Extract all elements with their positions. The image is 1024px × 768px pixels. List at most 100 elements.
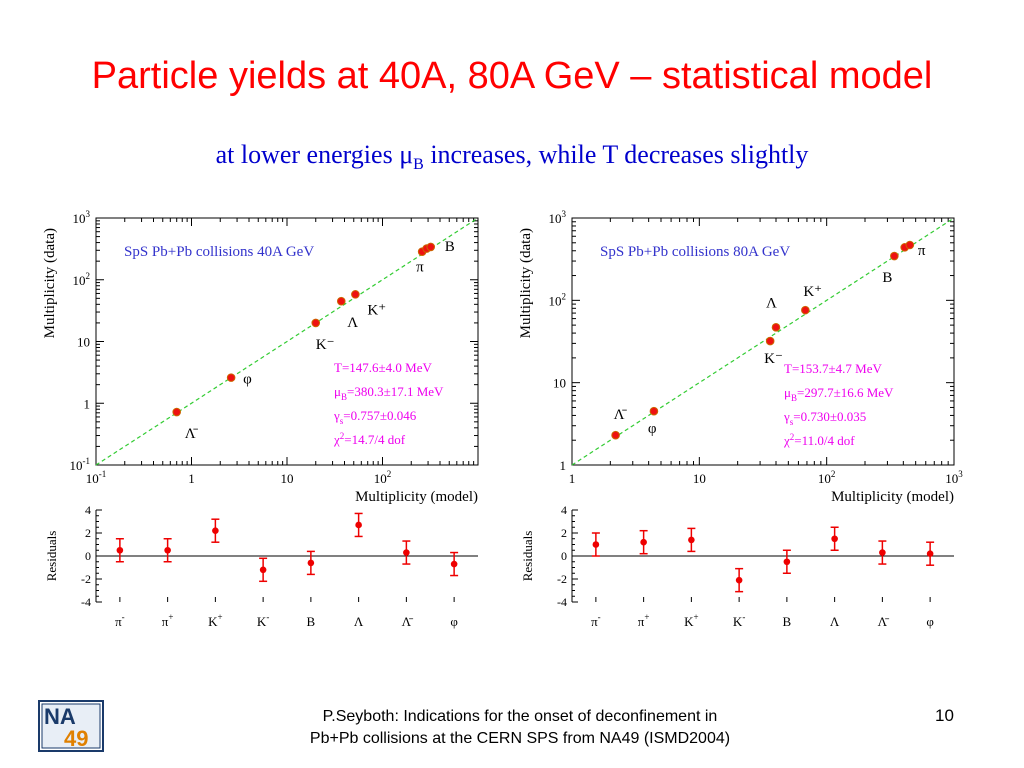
fit-result: T=147.6±4.0 MeV (334, 360, 432, 375)
y-tick-label: 10 (553, 376, 566, 391)
data-point (351, 290, 360, 299)
data-point (336, 296, 346, 306)
particle-label: B (445, 239, 455, 255)
residual-category-label: Λ (354, 614, 364, 629)
y-tick-label: 103 (549, 209, 567, 226)
plot-frame (571, 217, 955, 466)
particle-label: K⁺ (803, 284, 822, 300)
fit-result: μB=297.7±16.6 MeV (784, 385, 894, 403)
residual-y-tick-label: 2 (85, 526, 91, 540)
residual-category-label: π- (591, 612, 601, 629)
subtitle-text-post: increases, while T decreases slightly (423, 140, 809, 169)
x-tick-label: 102 (818, 469, 836, 486)
reference-line (95, 217, 479, 466)
fit-result: χ2=14.7/4 dof (333, 431, 406, 447)
x-axis-label: Multiplicity (model) (831, 489, 954, 505)
residual-category-label: φ (450, 614, 458, 629)
fit-result: μB=380.3±17.1 MeV (334, 384, 444, 402)
footer-citation: P.Seyboth: Indications for the onset of … (220, 706, 820, 750)
residual-category-label: Λ (830, 614, 840, 629)
particle-label: φ (243, 372, 252, 388)
particle-label: Λ (766, 295, 777, 311)
footer-line-1: P.Seyboth: Indications for the onset of … (322, 708, 718, 725)
x-axis-label: Multiplicity (model) (355, 489, 478, 505)
x-tick-label: 103 (945, 469, 963, 486)
residual-point (831, 535, 838, 543)
data-point (801, 305, 810, 315)
residual-y-tick-label: -2 (81, 572, 91, 586)
residual-category-label: B (783, 614, 792, 629)
particle-label: Λ (347, 315, 358, 331)
particle-label: π (416, 260, 424, 276)
particle-label: K⁺ (367, 302, 386, 318)
reference-line (571, 217, 955, 466)
slide-subtitle: at lower energies μB increases, while T … (0, 140, 1024, 174)
fit-result: γs=0.757±0.046 (333, 408, 417, 426)
residual-y-tick-label: 2 (561, 526, 567, 540)
residual-point (735, 576, 743, 584)
residual-point (879, 549, 886, 556)
data-point (649, 406, 659, 416)
particle-label: Λ̄ (614, 407, 628, 423)
residual-y-tick-label: -2 (557, 572, 567, 586)
data-point (765, 336, 775, 346)
residual-point (355, 521, 362, 529)
residual-point (164, 546, 171, 554)
residual-y-tick-label: 0 (561, 549, 567, 563)
residual-point (116, 546, 124, 554)
footer-line-2: Pb+Pb collisions at the CERN SPS from NA… (309, 730, 731, 747)
data-point (226, 373, 236, 382)
y-axis-label: Multiplicity (data) (42, 228, 58, 338)
residual-point (592, 541, 600, 548)
residual-category-label: B (307, 614, 316, 629)
residual-point (403, 549, 410, 556)
residual-y-label: Residuals (520, 531, 535, 582)
residual-category-label: π+ (162, 612, 174, 629)
particle-label: B (882, 270, 892, 286)
residual-category-label: φ (926, 614, 934, 629)
residual-y-tick-label: 4 (561, 503, 567, 517)
slide-title: Particle yields at 40A, 80A GeV – statis… (91, 55, 933, 97)
data-point (311, 318, 321, 328)
x-tick-label: 1 (188, 471, 195, 486)
plot-title: SpS Pb+Pb collisions 80A GeV (600, 244, 790, 260)
logo-text-49: 49 (64, 726, 88, 751)
y-tick-label: 102 (549, 291, 567, 308)
residual-category-label: K+ (208, 612, 222, 629)
residual-y-tick-label: -4 (81, 595, 91, 609)
particle-label: K⁻ (316, 337, 335, 353)
residual-y-label: Residuals (44, 531, 59, 582)
particle-label: Λ̄ (185, 426, 199, 442)
y-tick-label: 102 (73, 271, 91, 288)
particle-label: φ (648, 421, 657, 437)
fit-result: γs=0.730±0.035 (783, 409, 866, 427)
residual-category-label: Λ̄ (402, 614, 413, 629)
subtitle-text-pre: at lower energies μ (215, 140, 414, 169)
y-tick-label: 10-1 (70, 456, 91, 473)
na49-logo: NA 49 (38, 700, 104, 752)
residual-point (259, 566, 267, 574)
fit-result: T=153.7±4.7 MeV (784, 361, 882, 376)
residual-category-label: K+ (684, 612, 698, 629)
residual-category-label: Λ̄ (878, 614, 889, 629)
plot-title: SpS Pb+Pb collisions 40A GeV (124, 244, 314, 260)
fit-result: χ2=11.0/4 dof (783, 432, 855, 448)
y-tick-label: 103 (73, 209, 91, 226)
logo-text-na: NA (44, 704, 76, 729)
residual-category-label: K- (733, 612, 745, 629)
x-tick-label: 10-1 (86, 469, 107, 486)
data-point (611, 430, 620, 440)
data-point (172, 407, 182, 417)
y-tick-label: 10 (77, 335, 90, 350)
particle-label: π (918, 243, 926, 259)
data-point (905, 240, 915, 250)
residual-point (783, 558, 791, 566)
x-tick-label: 1 (569, 471, 576, 486)
particle-label: K⁻ (764, 351, 783, 367)
data-point (426, 242, 436, 252)
residual-point (640, 538, 647, 546)
y-axis-label: Multiplicity (data) (518, 228, 534, 338)
residual-point (307, 559, 315, 567)
page-number: 10 (935, 706, 954, 725)
data-point (771, 323, 781, 332)
